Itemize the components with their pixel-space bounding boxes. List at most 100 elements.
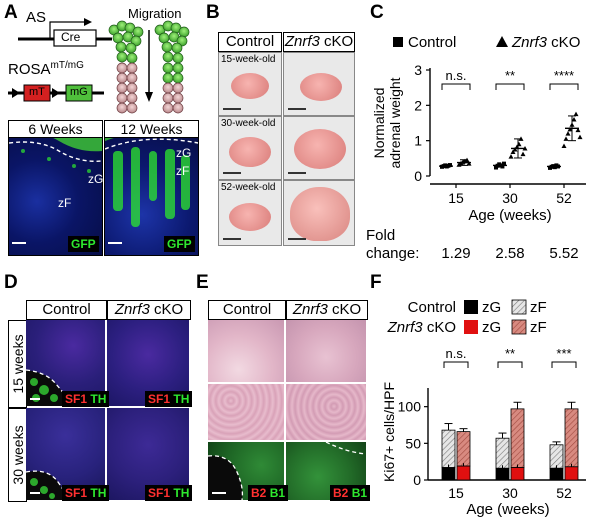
cko-zg-bar [456, 465, 471, 481]
migration-label: Migration [128, 6, 182, 21]
loxp-triangle [12, 88, 20, 98]
scale-bar [223, 172, 241, 174]
y-axis-label-line1: Normalized [371, 88, 387, 159]
scale-bar [288, 108, 306, 110]
control-zg-bar [549, 467, 564, 481]
legend-cko-zg-swatch [464, 320, 478, 334]
scale-bar [12, 242, 26, 244]
mg-label: mG [70, 86, 88, 98]
he-micrograph-cko-low [286, 320, 366, 382]
b-header-control: Control [218, 32, 282, 52]
control-zg-bar [441, 467, 456, 481]
e-header-control: Control [208, 300, 286, 320]
cko-zg-bar [510, 467, 525, 481]
y-tick-label: 0 [413, 472, 421, 488]
row-label-text: 30 weeks [9, 425, 26, 485]
legend-control-label: Control [408, 299, 456, 316]
adrenal-photo-control-15w [218, 52, 282, 116]
x-axis-label: Age (weeks) [466, 501, 549, 518]
panel-label-c: C [370, 2, 384, 23]
scale-bar [288, 172, 306, 174]
legend-cko-zf-swatch [511, 319, 527, 335]
legend-cko-label: Znrf3 cKO [387, 319, 456, 336]
cko-zg-bar [564, 466, 579, 481]
th-text: TH [90, 392, 107, 406]
control-zf-bar [495, 437, 510, 469]
legend-zf-label: zF [530, 319, 547, 336]
fold-change-label-line2: change: [366, 245, 419, 262]
adrenal-photo-control-30w [218, 116, 282, 180]
y-axis-label-line2: adrenal weight [387, 77, 403, 168]
cko-zf-bar [564, 408, 579, 468]
sf1-th-micrograph-control-30w [26, 408, 105, 500]
sf1-text: SF1 [65, 486, 88, 500]
cko-data-point [571, 116, 577, 122]
he-micrograph-control-low [208, 320, 284, 382]
significance-label: ** [505, 68, 515, 83]
significance-bracket [495, 83, 525, 90]
legend-zf-label: zF [530, 299, 547, 316]
cre-box [53, 29, 97, 47]
significance-label: *** [556, 346, 571, 361]
control-zf-bar [549, 444, 564, 469]
cko-data-point [508, 154, 514, 159]
rosa-text: ROSA [8, 61, 51, 78]
th-text: TH [173, 392, 190, 406]
mt-label: mT [29, 86, 45, 98]
cko-data-point [565, 131, 571, 136]
significance-label: **** [554, 68, 574, 83]
gfp-label: GFP [68, 236, 99, 252]
cko-data-point [561, 143, 567, 148]
cko-data-point [567, 126, 573, 132]
panel-label-b: B [206, 2, 220, 23]
adrenal-photo-cko-15w [283, 52, 355, 116]
significance-bracket [441, 83, 471, 90]
he-micrograph-cko-high [286, 384, 366, 440]
scale-bar [212, 492, 226, 494]
x-tick-label: 30 [502, 190, 518, 206]
adrenal-photo-cko-30w [283, 116, 355, 180]
significance-bracket [443, 361, 469, 368]
cko-data-point [575, 127, 581, 133]
th-text: TH [90, 486, 107, 500]
significance-label: ** [505, 346, 515, 361]
cko-data-point [573, 111, 579, 117]
y-tick-label: 3 [414, 62, 422, 78]
legend-control-label: Control [408, 34, 456, 51]
y-tick-label: 100 [398, 399, 422, 415]
migration-illustration [108, 20, 190, 114]
cko-suffix: cKO [149, 301, 184, 318]
legend-cko-label: Znrf3 cKO [511, 34, 580, 51]
b2-text: B2 [251, 486, 267, 500]
chart-c: Control Znrf3 cKO Normalized adrenal weight… [366, 34, 586, 262]
significance-bracket [497, 361, 523, 368]
e-header-cko: Znrf3 cKO [286, 300, 368, 320]
d-header-control: Control [26, 300, 107, 320]
cko-zf-bar [510, 408, 525, 468]
significance-label: n.s. [446, 68, 467, 83]
x-tick-label: 30 [502, 485, 518, 501]
cko-suffix: cKO [327, 301, 362, 318]
scale-bar [288, 238, 306, 240]
fold-change-label-line1: Fold [366, 227, 395, 244]
legend-zg-label: zG [482, 299, 501, 316]
fold-change-value: 2.58 [495, 245, 524, 262]
legend-square-marker [393, 37, 403, 47]
sf1-th-label: SF1 TH [145, 391, 193, 407]
b2-b1-micrograph-control [208, 442, 284, 500]
panel-label-f: F [370, 272, 382, 293]
significance-bracket [549, 83, 579, 90]
row-label-text: 15 weeks [9, 334, 26, 394]
b2-b1-label: B2 B1 [248, 485, 289, 501]
panel-label-e: E [196, 272, 209, 293]
b-row-label-52: 52-week-old [221, 182, 276, 193]
zg-label-12w: zG [176, 146, 192, 160]
th-text: TH [173, 486, 190, 500]
zf-label-6w: zF [58, 196, 72, 210]
zg-label-6w: zG [88, 172, 104, 186]
panel-label-a: A [4, 2, 18, 23]
cko-data-point [466, 161, 472, 166]
significance-label: n.s. [446, 346, 467, 361]
sf1-text: SF1 [65, 392, 88, 406]
x-axis-label: Age (weeks) [468, 207, 551, 224]
